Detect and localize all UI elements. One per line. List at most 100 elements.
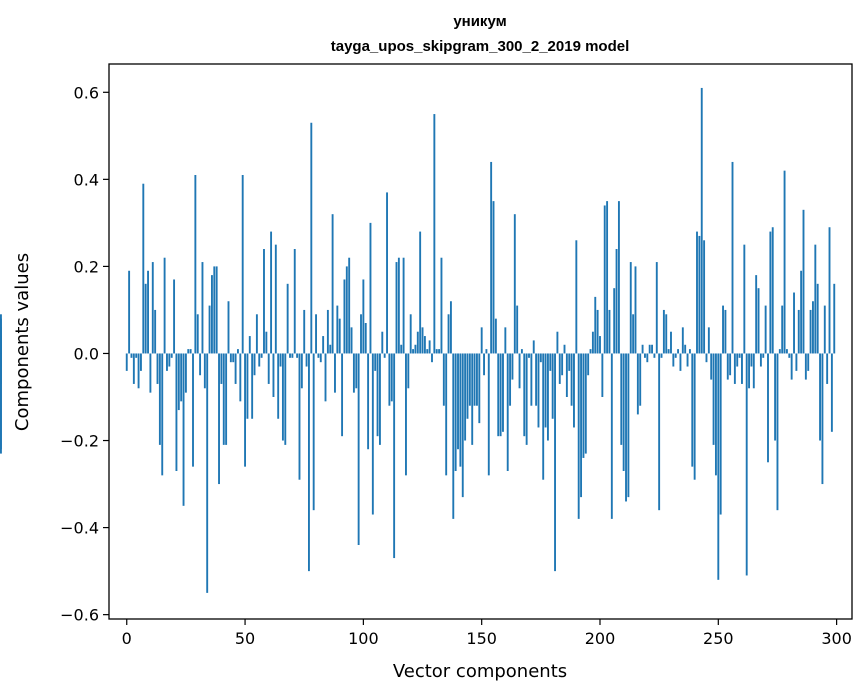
bar-66 [281,353,284,441]
bar-245 [705,353,708,363]
bar-186 [565,353,568,397]
bar-112 [390,353,393,402]
y-tick-label: 0.0 [74,344,99,363]
bar-201 [601,353,604,397]
bar-67 [284,353,287,445]
bar-270 [764,305,767,354]
bar-49 [241,175,244,354]
bar-79 [312,353,315,511]
bar-255 [729,353,732,376]
bar-57 [260,353,263,358]
bar-70 [291,353,294,358]
bar-16 [163,257,166,354]
bar-142 [461,353,464,498]
chart-title: уникум [453,13,506,30]
bar-299 [833,283,836,354]
bar-281 [790,353,793,380]
bar-128 [428,340,431,354]
bar-210 [622,353,625,471]
bar-33 [203,353,206,389]
bar-26 [187,349,190,354]
bar-177 [544,353,547,428]
bar-24 [182,353,185,506]
bar-212 [627,353,630,498]
bar-258 [736,353,739,367]
bar-65 [279,353,282,367]
bar-238 [688,349,691,354]
bar-256 [731,161,734,354]
bar-2 [130,353,133,358]
plot-frame [108,63,853,620]
bar-252 [722,305,724,354]
bar-84 [324,353,327,402]
bar-117 [402,257,405,354]
bar-176 [542,353,545,480]
bar-152 [485,349,488,354]
bar-308 [0,336,2,354]
bar-98 [357,353,360,545]
bar-8 [144,283,147,354]
bar-250 [717,353,720,580]
bar-122 [414,344,417,354]
bar-75 [303,309,306,354]
bar-216 [636,353,639,415]
bar-81 [317,353,320,358]
bar-139 [454,353,457,471]
bar-86 [329,344,332,354]
bar-170 [528,353,530,358]
bar-143 [464,353,467,441]
bar-289 [809,309,812,354]
bar-47 [237,349,239,354]
bar-225 [658,353,661,511]
y-axis-label: Components values [12,253,33,431]
x-tick-label: 250 [703,629,734,648]
bar-141 [459,353,462,467]
bar-231 [672,353,675,367]
bar-275 [776,353,779,511]
bar-220 [646,353,649,363]
bar-156 [494,318,497,354]
bar-124 [419,231,422,354]
bar-54 [253,353,256,376]
bar-64 [277,353,280,419]
bar-20 [173,279,176,354]
bar-58 [263,249,265,354]
bar-164 [513,214,516,354]
bar-107 [378,353,381,445]
bar-280 [788,353,791,358]
bar-85 [326,309,329,354]
bar-268 [759,353,762,367]
bar-45 [232,353,235,363]
bar-247 [710,353,713,380]
bar-119 [407,353,410,389]
bar-6 [140,353,142,371]
bar-50 [244,353,246,467]
bar-157 [497,353,500,437]
bar-180 [551,353,554,419]
bar-25 [184,353,187,393]
bar-17 [166,353,168,371]
bar-109 [383,353,386,358]
bar-233 [677,349,680,354]
bar-228 [665,314,668,354]
bar-172 [532,340,535,354]
bar-48 [239,353,242,402]
bar-137 [449,301,452,354]
bar-286 [802,209,805,354]
bar-153 [487,353,490,476]
bar-248 [712,353,715,445]
bar-274 [774,353,777,441]
bar-297 [828,227,831,354]
bar-208 [617,201,620,354]
bar-135 [445,353,448,476]
bar-148 [476,353,478,406]
bar-114 [395,262,398,354]
bar-38 [215,266,218,354]
bar-140 [457,353,459,450]
bar-257 [733,353,736,384]
bar-239 [691,353,694,467]
bar-185 [563,344,566,354]
x-axis-ticks: 0 50 100 150 200 250 300 [122,619,852,648]
bar-146 [471,353,474,445]
bar-203 [606,201,609,354]
